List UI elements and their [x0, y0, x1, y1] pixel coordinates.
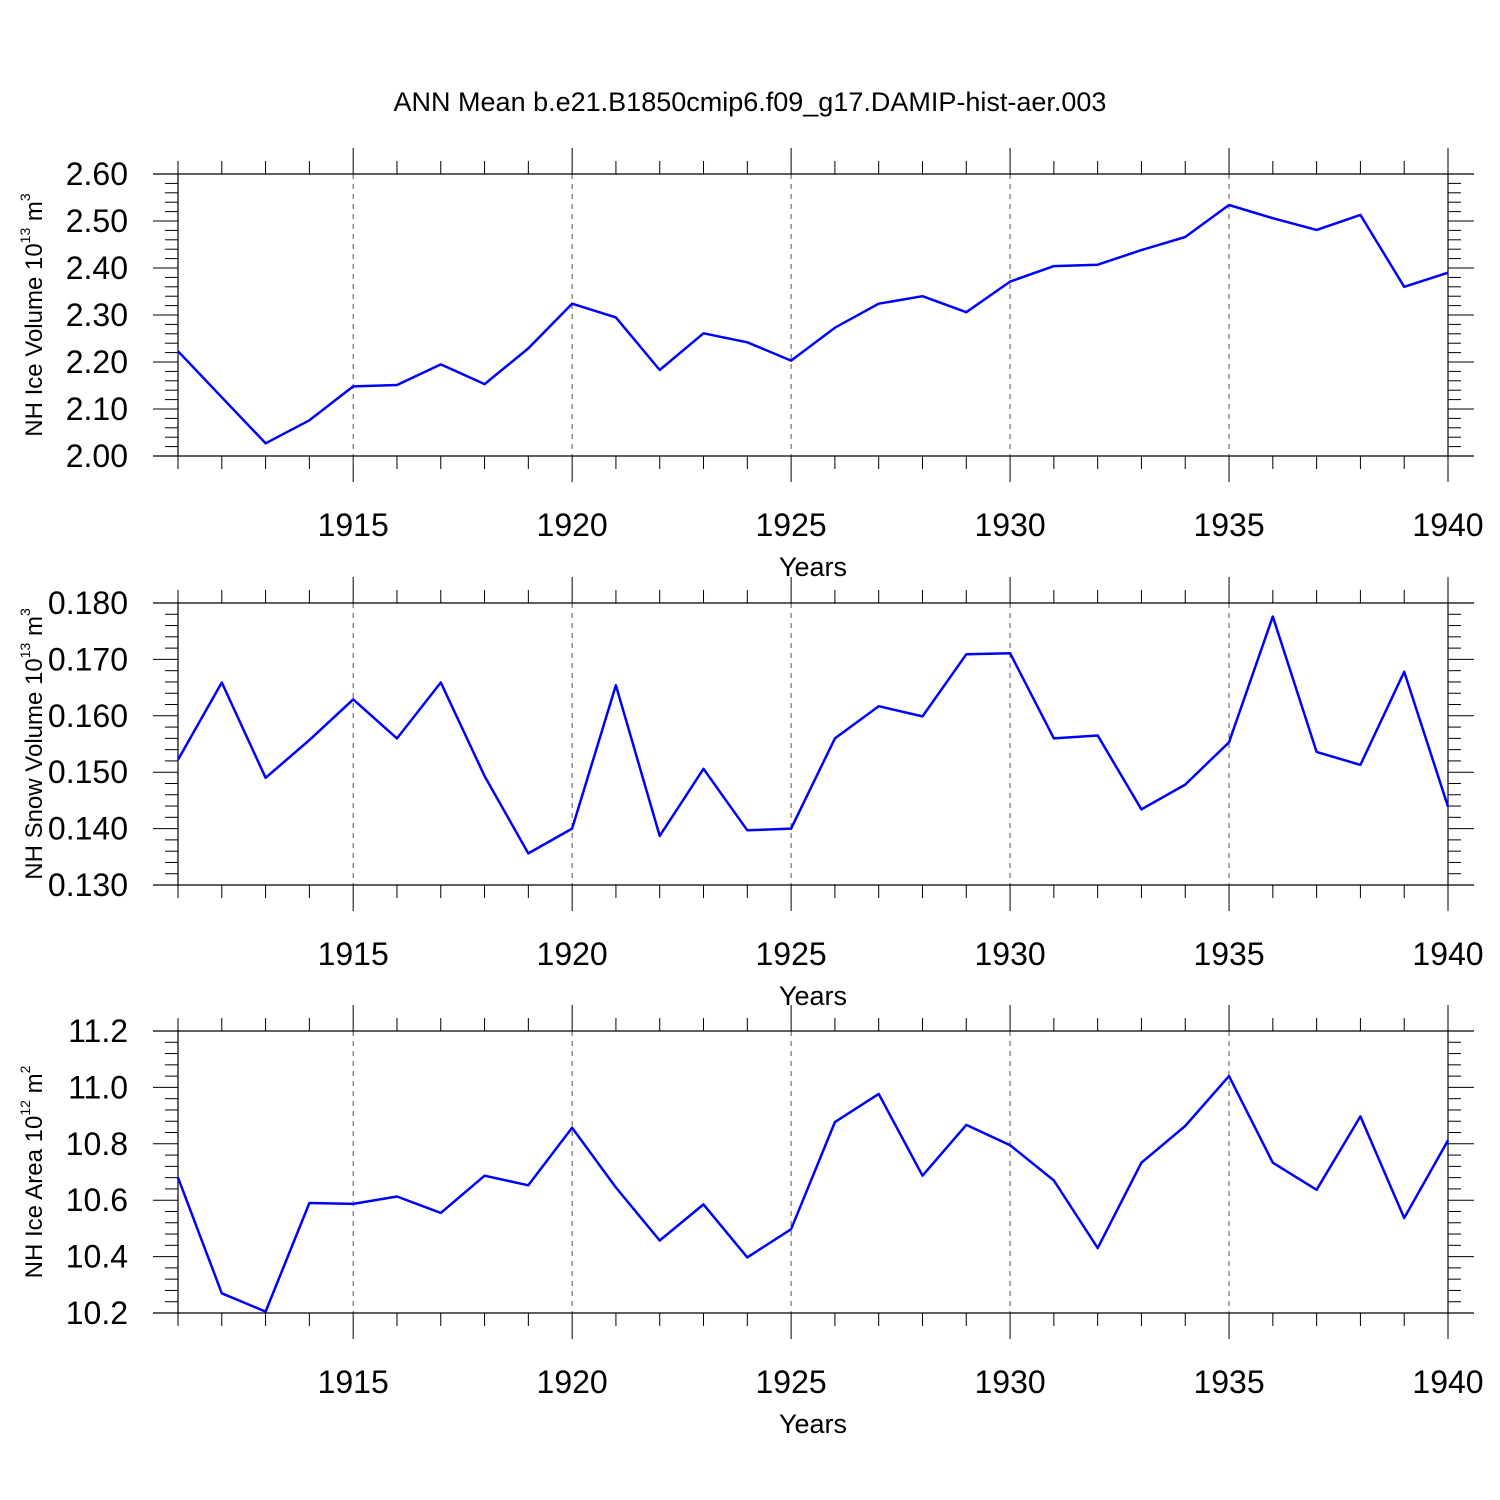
- y-tick-label: 11.0: [68, 1069, 128, 1105]
- x-tick-label: 1915: [318, 936, 389, 972]
- y-axis-label: NH Ice Volume 1013 m3: [17, 193, 48, 437]
- y-axis-label: NH Snow Volume 1013 m3: [17, 608, 48, 880]
- y-tick-label: 2.00: [66, 438, 128, 474]
- chart-title: ANN Mean b.e21.B1850cmip6.f09_g17.DAMIP-…: [394, 87, 1107, 117]
- y-axis-label: NH Ice Area 1012 m2: [17, 1065, 48, 1278]
- x-axis-label: Years: [779, 1409, 847, 1439]
- chart-panel-3: 1915 1920 1925 1930 1935 1940 Years 10.2 10.4 10.…: [17, 1005, 1484, 1439]
- series-line: [176, 1074, 1450, 1313]
- y-tick-label: 10.2: [66, 1295, 128, 1331]
- y-tick-label: 0.150: [48, 754, 128, 790]
- x-tick-label: 1920: [537, 1364, 608, 1400]
- chart-panel-1: 1915 1920 1925 1930 1935 1940 Years 2.00 2.10 2.2…: [17, 148, 1484, 582]
- x-tick-label: 1930: [974, 936, 1045, 972]
- x-tick-label: 1920: [537, 507, 608, 543]
- series-line: [176, 615, 1450, 855]
- x-tick-label: 1915: [318, 507, 389, 543]
- x-tick-label: 1930: [974, 1364, 1045, 1400]
- y-tick-label: 0.130: [48, 867, 128, 903]
- y-tick-label: 0.180: [48, 585, 128, 621]
- x-tick-label: 1935: [1193, 936, 1264, 972]
- x-tick-label: 1920: [537, 936, 608, 972]
- x-tick-label: 1925: [756, 1364, 827, 1400]
- x-axis-label: Years: [779, 552, 847, 582]
- x-axis-label: Years: [779, 981, 847, 1011]
- x-tick-label: 1940: [1412, 1364, 1483, 1400]
- y-tick-label: 2.10: [66, 391, 128, 427]
- x-tick-label: 1935: [1193, 1364, 1264, 1400]
- y-tick-label: 10.4: [66, 1239, 128, 1275]
- y-tick-label: 2.20: [66, 344, 128, 380]
- y-tick-label: 10.8: [66, 1126, 128, 1162]
- x-tick-label: 1930: [974, 507, 1045, 543]
- y-tick-label: 0.140: [48, 811, 128, 847]
- y-tick-label: 2.60: [66, 156, 128, 192]
- x-tick-label: 1925: [756, 507, 827, 543]
- x-tick-label: 1925: [756, 936, 827, 972]
- y-tick-label: 2.50: [66, 203, 128, 239]
- y-tick-label: 10.6: [66, 1182, 128, 1218]
- y-tick-label: 0.170: [48, 641, 128, 677]
- x-tick-label: 1915: [318, 1364, 389, 1400]
- y-tick-label: 0.160: [48, 698, 128, 734]
- y-tick-label: 2.30: [66, 297, 128, 333]
- chart-panel-2: 1915 1920 1925 1930 1935 1940 Years 0.130 0.140 0…: [17, 577, 1484, 1011]
- x-tick-label: 1940: [1412, 507, 1483, 543]
- x-tick-label: 1935: [1193, 507, 1264, 543]
- x-tick-label: 1940: [1412, 936, 1483, 972]
- series-line: [177, 203, 1449, 445]
- y-tick-label: 2.40: [66, 250, 128, 286]
- y-tick-label: 11.2: [68, 1013, 128, 1049]
